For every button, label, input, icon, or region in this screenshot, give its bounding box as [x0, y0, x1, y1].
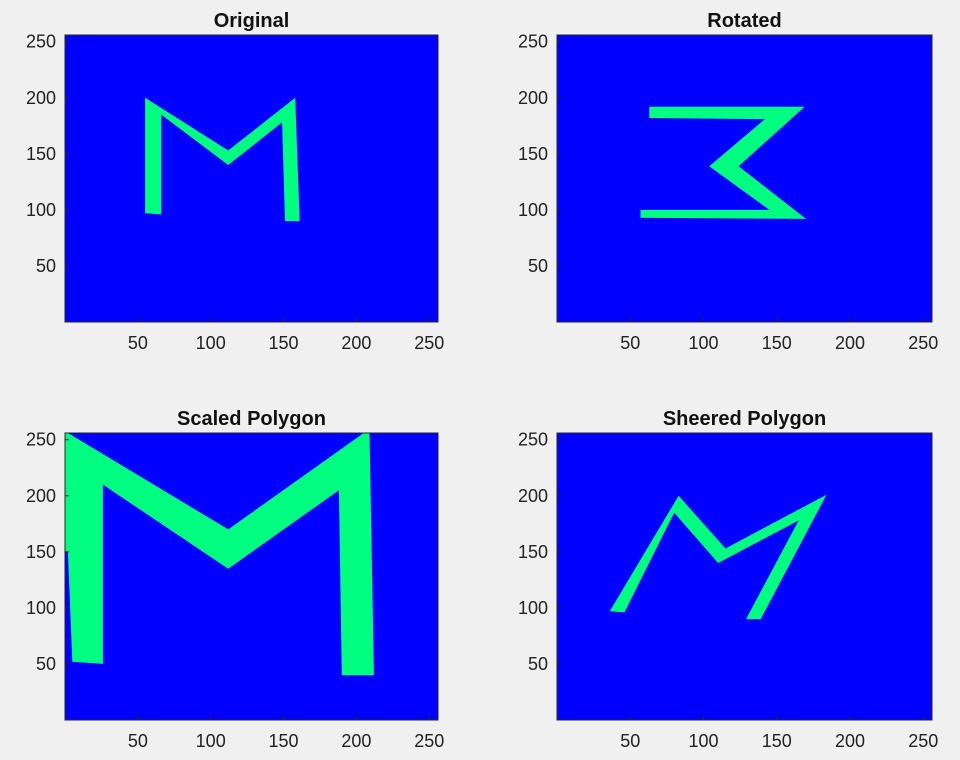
y-tick-label: 200 [26, 88, 56, 108]
y-tick-label: 150 [518, 542, 548, 562]
y-tick-label: 250 [518, 32, 548, 52]
chart-title: Sheered Polygon [663, 408, 826, 430]
x-tick-label: 50 [620, 333, 640, 353]
x-tick-label: 250 [908, 731, 938, 751]
axes-background [65, 35, 438, 322]
x-tick-label: 100 [196, 731, 226, 751]
x-tick-label: 250 [908, 333, 938, 353]
subplot-1: 50 100 150 200 250 50 100 150 200 250 Original [26, 10, 444, 353]
y-tick-label: 150 [26, 144, 56, 164]
subplot-4: 50 100 150 200 250 50 100 150 200 250 Sheered Poly… [518, 408, 938, 751]
y-tick-label: 100 [26, 598, 56, 618]
x-tick-label: 200 [341, 333, 371, 353]
polygon-shape [609, 494, 827, 620]
y-tick-label: 50 [36, 256, 56, 276]
polygon-shape [145, 97, 300, 222]
subplot-2: 50 100 150 200 250 50 100 150 200 250 Rotated [518, 10, 938, 353]
y-tick-label: 200 [26, 486, 56, 506]
x-tick-label: 150 [762, 731, 792, 751]
x-tick-label: 200 [341, 731, 371, 751]
x-tick-label: 200 [835, 731, 865, 751]
y-tick-label: 50 [36, 654, 56, 674]
y-tick-label: 100 [518, 200, 548, 220]
x-tick-label: 150 [269, 333, 299, 353]
x-tick-label: 200 [835, 333, 865, 353]
axes-background [557, 433, 932, 720]
x-tick-label: 250 [414, 731, 444, 751]
x-tick-label: 250 [414, 333, 444, 353]
axes-frame [64, 432, 439, 721]
chart-title: Rotated [707, 10, 781, 32]
y-tick-label: 150 [518, 144, 548, 164]
polygon-shape [640, 106, 806, 219]
y-tick-label: 100 [26, 200, 56, 220]
y-tick-label: 50 [528, 654, 548, 674]
y-tick-label: 50 [528, 256, 548, 276]
x-tick-label: 100 [196, 333, 226, 353]
x-tick-label: 150 [762, 333, 792, 353]
y-tick-label: 250 [518, 430, 548, 450]
y-tick-label: 150 [26, 542, 56, 562]
subplot-3: 50 100 150 200 250 50 100 150 200 250 Scaled Polyg… [26, 408, 444, 751]
y-tick-label: 100 [518, 598, 548, 618]
polygon-shape [65, 433, 374, 676]
chart-title: Original [214, 10, 290, 32]
chart-title: Scaled Polygon [177, 408, 326, 430]
axes-frame [64, 34, 439, 323]
x-tick-label: 50 [620, 731, 640, 751]
y-tick-label: 200 [518, 88, 548, 108]
axes-frame [556, 34, 933, 323]
axes-frame [556, 432, 933, 721]
x-tick-label: 50 [128, 333, 148, 353]
y-tick-label: 250 [26, 430, 56, 450]
y-tick-label: 250 [26, 32, 56, 52]
x-tick-label: 100 [688, 731, 718, 751]
x-tick-label: 100 [688, 333, 718, 353]
y-tick-label: 200 [518, 486, 548, 506]
x-tick-label: 50 [128, 731, 148, 751]
x-tick-label: 150 [269, 731, 299, 751]
